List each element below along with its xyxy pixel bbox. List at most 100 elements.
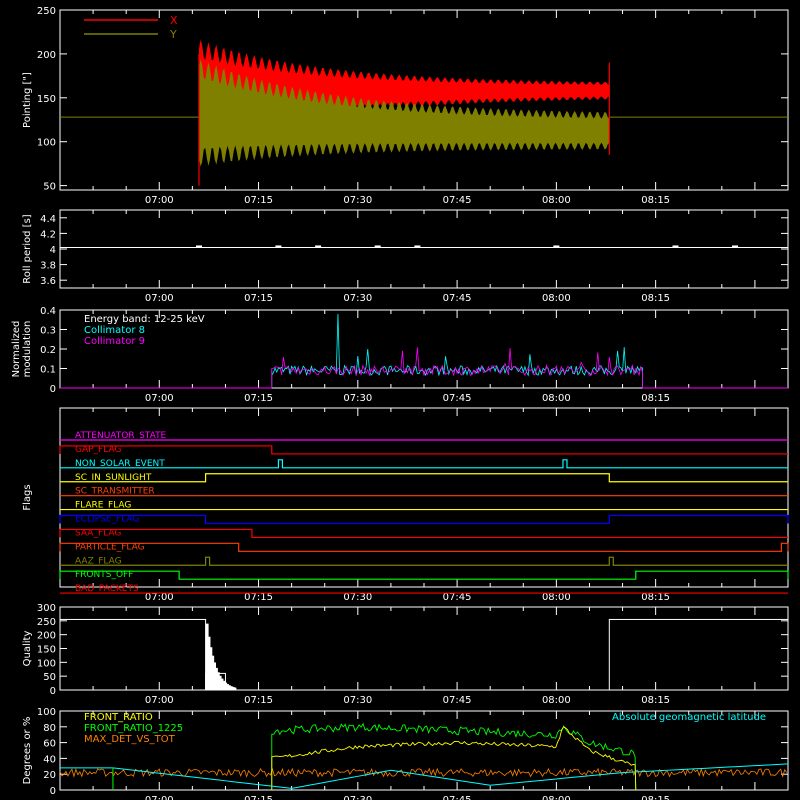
- quality-spike: [218, 675, 222, 690]
- ratios-xtick-label: 07:30: [343, 795, 372, 800]
- modulation-series-collimator8: [271, 313, 643, 388]
- flag-label: ECLIPSE_FLAG: [75, 515, 139, 525]
- pointing-series-y: [198, 59, 610, 167]
- pointing-xtick-label: 07:15: [244, 195, 273, 206]
- flag-label: PARTICLE_FLAG: [75, 542, 145, 552]
- flag-label: ATTENUATOR_STATE: [75, 431, 167, 441]
- quality-spike: [233, 687, 237, 690]
- flag-line: [60, 556, 788, 566]
- modulation-xtick-label: 07:15: [244, 393, 273, 404]
- flag-line: [59, 542, 789, 552]
- roll_period-xtick-label: 07:15: [244, 293, 273, 304]
- flag-label: GAP_FLAG: [75, 445, 121, 455]
- quality-spike: [222, 680, 226, 690]
- flag-label: SC_TRANSMITTER: [75, 487, 155, 497]
- roll-period-blip: [374, 245, 381, 248]
- roll-period-blip: [275, 245, 282, 248]
- quality-spike: [209, 647, 213, 690]
- flags-xtick-label: 08:00: [542, 592, 571, 603]
- roll_period-xtick-label: 07:45: [443, 293, 472, 304]
- flags-frame: [59, 407, 789, 588]
- pointing-ytick-label: 250: [37, 6, 56, 17]
- ratios-ytick-label: 100: [37, 707, 56, 718]
- modulation-legend-label: Energy band: 12-25 keV: [84, 314, 205, 325]
- pointing-series-x: [198, 39, 610, 147]
- ratios-ytick-label: 20: [43, 770, 56, 781]
- roll-period-blip: [195, 245, 202, 248]
- quality-spike: [231, 686, 235, 690]
- pointing-xtick-label: 07:00: [145, 195, 174, 206]
- flag-label: SAA_FLAG: [75, 528, 121, 538]
- roll_period-xtick-label: 08:15: [641, 293, 670, 304]
- quality-xtick-label: 08:15: [641, 695, 670, 706]
- quality-spike: [220, 678, 224, 690]
- flag-line: [60, 473, 788, 483]
- pointing-ytick-label: 100: [37, 138, 56, 149]
- flags-xtick-label: 07:45: [443, 592, 472, 603]
- modulation-legend-label: Collimator 8: [84, 325, 145, 336]
- quality-spike: [227, 685, 231, 690]
- pointing-legend-label: X: [170, 14, 178, 27]
- quality-ytick-label: 200: [37, 631, 56, 642]
- pointing-ytick-label: 200: [37, 50, 56, 61]
- roll-period-blip: [315, 245, 322, 248]
- pointing-xtick-label: 08:15: [641, 195, 670, 206]
- quality-ylabel: Quality: [22, 631, 33, 667]
- flag-label: FRONTS_OFF: [75, 570, 133, 580]
- modulation-ytick-label: 0: [50, 384, 56, 395]
- modulation-legend-label: Collimator 9: [84, 336, 145, 347]
- pointing-ytick-label: 50: [43, 182, 56, 193]
- flag-line: [59, 570, 789, 580]
- modulation-ytick-label: 0.1: [40, 365, 56, 376]
- modulation-ytick-label: 0.2: [40, 345, 56, 356]
- quality-spike: [224, 682, 228, 690]
- flags-xtick-label: 07:00: [145, 592, 174, 603]
- quality-xtick-label: 07:45: [443, 695, 472, 706]
- ratios-xtick-label: 07:45: [443, 795, 472, 800]
- quality-xtick-label: 07:15: [244, 695, 273, 706]
- ratios-ytick-label: 60: [43, 739, 56, 750]
- flag-label: FLARE_FLAG: [75, 501, 131, 511]
- flag-line: [60, 459, 788, 469]
- quality-ytick-label: 250: [37, 617, 56, 628]
- modulation-ytick-label: 0.3: [40, 326, 56, 337]
- roll_period-xtick-label: 07:30: [343, 293, 372, 304]
- quality-spike: [214, 667, 218, 690]
- modulation-ylabel: Normalized: [11, 321, 22, 378]
- quality-spike: [207, 636, 211, 690]
- ratios-annotation: Absolute geomagnetic latitude: [612, 712, 766, 723]
- roll-period-blip: [553, 245, 560, 248]
- roll_period-ytick-label: 4: [50, 245, 56, 256]
- quality-ytick-label: 50: [43, 672, 56, 683]
- ratios-legend-label: FRONT_RATIO: [84, 712, 153, 723]
- quality-spike: [211, 655, 215, 690]
- ratios-ytick-label: 0: [50, 786, 56, 797]
- modulation-xtick-label: 07:30: [343, 393, 372, 404]
- quality-spike: [216, 672, 220, 690]
- ratios-xtick-label: 08:00: [542, 795, 571, 800]
- pointing-ylabel: Pointing ["]: [22, 72, 33, 128]
- roll_period-ytick-label: 3.8: [40, 261, 56, 272]
- roll-period-blip: [414, 245, 421, 248]
- flag-line: [59, 514, 789, 525]
- roll_period-xtick-label: 08:00: [542, 293, 571, 304]
- ratios-series-geomag: [60, 763, 789, 789]
- quality-spike: [205, 623, 209, 690]
- modulation-ytick-label: 0.4: [40, 306, 56, 317]
- flags-xtick-label: 07:15: [244, 592, 273, 603]
- modulation-xtick-label: 07:45: [443, 393, 472, 404]
- quality-ytick-label: 0: [50, 686, 56, 697]
- quality-spike: [225, 684, 229, 690]
- quality-segment: [59, 618, 207, 691]
- flags-ylabel: Flags: [22, 484, 33, 510]
- modulation-series-collimator9: [271, 347, 643, 388]
- roll-period-blip: [732, 245, 739, 248]
- quality-spike: [229, 686, 233, 690]
- ratios-series-front-ratio: [271, 726, 637, 791]
- flag-label: SC_IN_SUNLIGHT: [75, 473, 152, 483]
- quality-ytick-label: 150: [37, 645, 56, 656]
- quality-segment: [608, 618, 789, 691]
- flag-label: AAZ_FLAG: [75, 556, 122, 566]
- pointing-xtick-label: 08:00: [542, 195, 571, 206]
